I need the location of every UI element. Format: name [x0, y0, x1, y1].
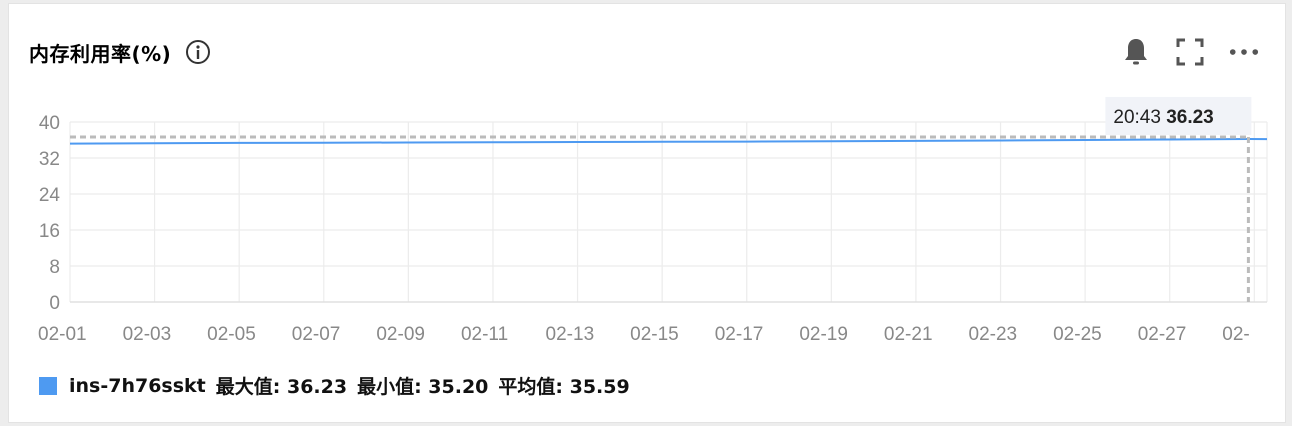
y-tick-label: 40 — [39, 113, 60, 134]
x-tick-label: 02-05 — [207, 324, 256, 345]
x-tick-label: 02-19 — [799, 324, 848, 345]
y-tick-label: 0 — [49, 293, 60, 314]
info-icon[interactable] — [185, 39, 211, 65]
x-tick-label: 02-13 — [546, 324, 595, 345]
x-tick-label: 02-01 — [38, 324, 87, 345]
legend-max: 最大值: 36.23 — [215, 376, 348, 398]
x-tick-label: 02- — [1222, 324, 1249, 345]
legend-swatch[interactable] — [39, 376, 57, 395]
x-tick-label: 02-15 — [630, 324, 679, 345]
series-line — [69, 137, 1268, 145]
fullscreen-icon[interactable] — [1175, 37, 1205, 67]
x-tick-label: 02-17 — [715, 324, 764, 345]
legend-avg: 平均值: 35.59 — [498, 376, 630, 398]
y-tick-label: 16 — [39, 221, 60, 242]
chart-legend: ins-7h76sskt 最大值: 36.23 最小值: 35.20 平均值: … — [39, 372, 640, 399]
x-tick-label: 02-03 — [123, 324, 172, 345]
more-icon[interactable] — [1229, 37, 1259, 67]
bell-icon[interactable] — [1121, 37, 1151, 67]
y-tick-label: 24 — [39, 185, 61, 206]
x-tick-label: 02-25 — [1053, 324, 1102, 345]
tooltip-text: 20:43 36.23 — [1113, 107, 1213, 128]
card-header: 内存利用率(%) — [29, 34, 211, 70]
chart-card: 内存利用率(%) ins-7h76s — [8, 3, 1286, 423]
x-tick-label: 02-09 — [376, 324, 425, 345]
x-tick-label: 02-07 — [292, 324, 341, 345]
chart-title: 内存利用率(%) — [29, 41, 172, 66]
chart-toolbar — [1121, 34, 1259, 70]
legend-min: 最小值: 35.20 — [357, 376, 489, 398]
y-tick-label: 8 — [49, 257, 60, 278]
x-tick-label: 02-21 — [884, 324, 933, 345]
x-tick-label: 02-11 — [461, 324, 508, 345]
x-tick-label: 02-27 — [1138, 324, 1187, 345]
x-tick-label: 02-23 — [969, 324, 1018, 345]
y-tick-label: 32 — [39, 149, 60, 170]
legend-series-name[interactable]: ins-7h76sskt — [69, 374, 206, 397]
tooltip-box — [1105, 96, 1252, 135]
